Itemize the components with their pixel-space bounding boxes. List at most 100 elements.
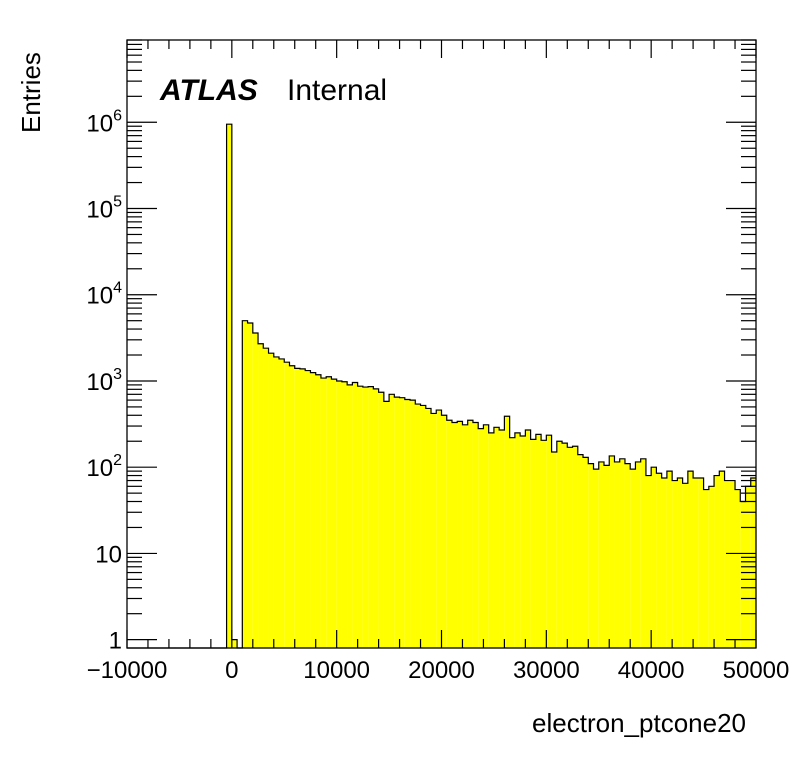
histogram-bin <box>562 443 568 648</box>
histogram-bin <box>514 432 521 648</box>
histogram-bin <box>672 480 678 648</box>
histogram-bin <box>331 379 337 648</box>
histogram-bin <box>729 480 736 648</box>
histogram-bin <box>483 424 489 648</box>
histogram-bin <box>263 348 269 648</box>
histogram-bin <box>394 397 400 648</box>
histogram-bin <box>231 639 238 648</box>
histogram-bin <box>472 422 479 648</box>
x-tick-label: 10000 <box>303 657 370 684</box>
histogram-bin <box>687 471 694 648</box>
y-tick-label: 1 <box>109 628 122 655</box>
histogram-bin <box>451 422 458 648</box>
histogram-bin <box>305 370 311 648</box>
histogram-bin <box>661 477 667 648</box>
y-tick-label: 106 <box>86 107 122 137</box>
histogram-bin <box>242 320 248 648</box>
histogram-bin <box>530 439 536 648</box>
x-axis-tick-labels: −10000 0 10000 20000 30000 40000 50000 <box>87 657 790 684</box>
histogram-bin <box>410 400 416 648</box>
histogram-bin <box>708 486 715 648</box>
histogram-bin <box>619 458 625 648</box>
histogram-bin <box>567 447 573 648</box>
y-tick-label: 102 <box>86 452 122 482</box>
histogram-bin <box>279 358 285 648</box>
histogram-bin <box>598 461 604 648</box>
histogram-bin <box>247 323 253 648</box>
x-tick-label: 30000 <box>513 657 580 684</box>
histogram-bin <box>389 394 395 648</box>
histogram-bin <box>541 440 547 648</box>
y-axis-tick-labels: 1 10 102 103 104 105 106 <box>86 107 122 654</box>
atlas-label: ATLAS <box>159 74 258 107</box>
histogram-bin <box>609 455 615 648</box>
histogram-bin <box>572 446 578 648</box>
y-tick-label: 10 <box>95 541 122 568</box>
histogram-bin <box>258 343 264 648</box>
histogram-bin <box>425 408 432 648</box>
y-axis-ticks <box>127 39 756 641</box>
histogram-bin <box>525 429 531 648</box>
histogram-bin <box>436 410 442 648</box>
histogram-bin <box>535 434 542 648</box>
histogram-bin <box>373 388 379 648</box>
histogram-bin <box>645 475 652 648</box>
histogram-bin <box>666 471 673 648</box>
y-tick-label: 105 <box>86 194 122 224</box>
y-tick-label: 104 <box>86 280 122 310</box>
histogram-bin <box>441 415 447 648</box>
histogram-bin <box>488 432 494 648</box>
histogram-bin <box>651 467 657 648</box>
histogram-bin <box>724 480 730 648</box>
histogram-bin <box>698 477 704 648</box>
y-tick-label: 103 <box>86 366 122 396</box>
histogram-bin <box>583 457 589 648</box>
histogram-bin <box>431 413 437 648</box>
x-tick-label: 20000 <box>408 657 475 684</box>
histogram-outline <box>127 123 756 649</box>
histogram-bin <box>357 386 363 648</box>
x-axis-title: electron_ptcone20 <box>532 708 746 738</box>
histogram-bin <box>509 437 515 648</box>
histogram-bin <box>347 384 353 648</box>
histogram-bars <box>226 124 756 648</box>
histogram-bin <box>341 381 348 648</box>
histogram-bin <box>383 401 390 648</box>
histogram-bin <box>493 427 500 648</box>
histogram-bin <box>551 452 557 648</box>
histogram-bin <box>740 501 746 648</box>
histogram-bin <box>593 469 599 648</box>
histogram-bin <box>457 421 463 648</box>
histogram-bin <box>635 461 641 648</box>
histogram-bin <box>326 376 332 648</box>
atlas-status-label: Internal <box>287 74 387 107</box>
histogram-bin <box>499 429 505 648</box>
histogram-bin <box>310 372 316 648</box>
histogram-bin <box>362 387 369 648</box>
x-tick-label: 0 <box>225 657 238 684</box>
x-tick-label: 50000 <box>723 657 790 684</box>
x-tick-label: 40000 <box>618 657 685 684</box>
histogram-bin <box>603 465 610 648</box>
y-axis-title: Entries <box>16 52 46 133</box>
histogram-bin <box>630 469 636 648</box>
histogram-bin <box>703 489 709 648</box>
histogram-bin <box>677 477 683 648</box>
histogram-bin <box>284 362 290 648</box>
x-tick-label: −10000 <box>87 657 168 684</box>
histogram-bin <box>446 420 452 648</box>
histogram-bin <box>273 356 280 648</box>
histogram-bin <box>624 463 631 648</box>
histogram-bin <box>320 378 327 648</box>
histogram-bin <box>294 368 300 648</box>
histogram-bin <box>404 399 411 648</box>
histogram-bin <box>588 463 594 648</box>
x-axis-ticks <box>126 40 757 648</box>
histogram-bin <box>714 475 720 648</box>
histogram-bin <box>556 441 563 648</box>
histogram-bin <box>399 397 405 648</box>
histogram-bin <box>693 477 699 648</box>
histogram-bin <box>735 489 741 648</box>
histogram-bin <box>299 368 306 648</box>
